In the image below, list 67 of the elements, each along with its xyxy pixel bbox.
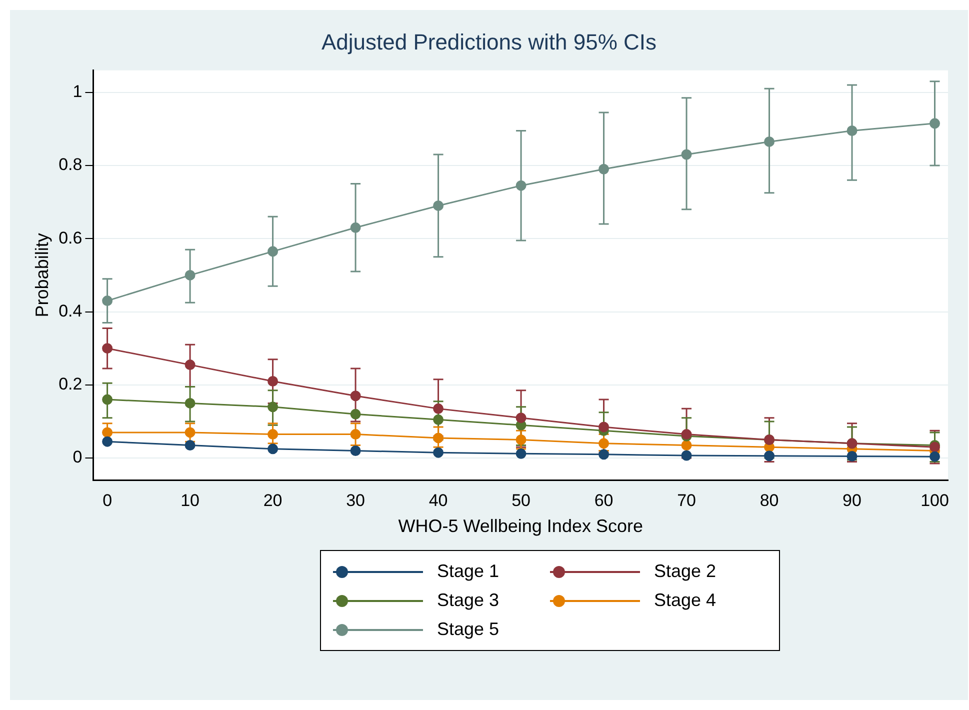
point <box>516 180 526 191</box>
x-tick-label: 80 <box>760 490 779 510</box>
legend-label: Stage 3 <box>437 590 500 611</box>
point <box>930 451 940 462</box>
point <box>433 200 444 211</box>
point <box>516 434 526 446</box>
y-tick-label: 0.4 <box>58 301 82 320</box>
point <box>184 427 196 438</box>
point <box>433 414 444 425</box>
point <box>350 429 361 440</box>
point <box>846 125 858 136</box>
point <box>764 450 775 462</box>
point <box>433 432 444 444</box>
point <box>102 436 113 447</box>
point <box>846 450 858 462</box>
y-axis-title: Probability <box>32 233 52 318</box>
point <box>184 270 196 280</box>
point <box>350 222 361 233</box>
point <box>598 422 610 432</box>
x-tick-label: 100 <box>920 490 949 510</box>
point <box>516 448 526 459</box>
y-tick-label: 0.2 <box>58 374 82 394</box>
point <box>102 343 113 354</box>
point <box>184 360 196 370</box>
point <box>102 394 113 405</box>
x-axis-title: WHO-5 Wellbeing Index Score <box>398 516 644 536</box>
point <box>681 450 692 461</box>
point <box>598 438 610 449</box>
point <box>268 246 278 257</box>
point <box>268 376 278 387</box>
y-tick-label: 0.6 <box>58 228 82 248</box>
point <box>681 440 692 451</box>
point <box>184 440 196 451</box>
x-tick-label: 70 <box>677 490 696 510</box>
x-tick-label: 90 <box>842 490 862 510</box>
point <box>598 164 610 174</box>
point <box>268 444 278 454</box>
x-tick-label: 0 <box>102 490 112 510</box>
point <box>681 149 692 160</box>
point <box>350 390 361 402</box>
chart-title: Adjusted Predictions with 95% CIs <box>321 29 657 54</box>
x-tick-label: 40 <box>428 490 448 510</box>
x-tick-label: 20 <box>263 490 282 510</box>
point <box>433 447 444 458</box>
legend-label: Stage 1 <box>437 561 500 582</box>
x-tick-label: 50 <box>512 490 530 510</box>
legend-label: Stage 2 <box>654 561 716 582</box>
y-tick-label: 1 <box>72 82 82 102</box>
legend-label: Stage 5 <box>437 619 500 640</box>
y-tick-label: 0 <box>72 448 82 467</box>
point <box>268 429 278 440</box>
point <box>516 412 526 424</box>
point <box>102 296 113 306</box>
point <box>930 118 940 129</box>
point <box>102 427 113 438</box>
point <box>433 403 444 414</box>
point <box>598 449 610 460</box>
x-tick-label: 60 <box>594 490 614 510</box>
point <box>268 402 278 412</box>
x-tick-label: 10 <box>180 490 200 510</box>
point <box>350 408 361 420</box>
legend-label: Stage 4 <box>654 590 716 611</box>
point <box>350 445 361 456</box>
x-tick-label: 30 <box>346 490 365 510</box>
point <box>184 398 196 408</box>
point <box>764 136 775 147</box>
y-tick-label: 0.8 <box>58 155 82 174</box>
